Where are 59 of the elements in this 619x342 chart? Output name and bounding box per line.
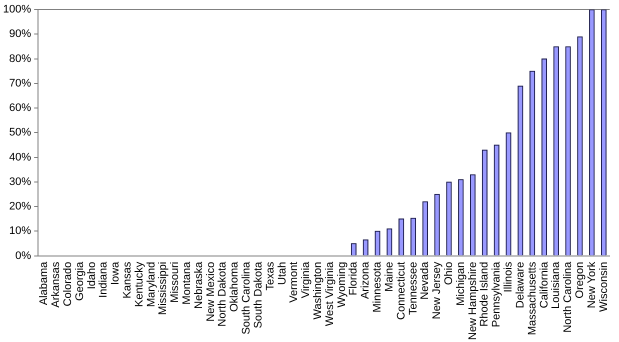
x-tick-label: Georgia — [74, 260, 86, 301]
x-tick-label: Idaho — [86, 262, 98, 290]
x-tick-label: Pennsylvania — [490, 260, 503, 328]
x-tick-label: Montana — [181, 260, 194, 305]
x-tick-label: New Hampshire — [466, 262, 479, 340]
y-tick-label: 80% — [9, 52, 32, 65]
y-tick-label: 50% — [9, 126, 32, 139]
x-tick-label: Illinois — [502, 261, 515, 292]
x-tick-label: Massachusetts — [526, 261, 538, 336]
x-tick-label: Texas — [264, 261, 276, 291]
x-tick-label: Kansas — [121, 261, 134, 298]
x-tick-label: Maine — [383, 262, 396, 292]
x-tick-label: Colorado — [62, 262, 74, 306]
x-tick-label: Michigan — [454, 262, 467, 306]
x-tick-label: Indiana — [98, 260, 110, 298]
x-tick-label: Mississippi — [157, 262, 170, 315]
x-tick-label: Vermont — [288, 262, 300, 303]
x-tick-label: New Mexico — [204, 262, 217, 322]
y-tick-label: 100% — [2, 4, 32, 16]
x-tick-label: Maryland — [145, 262, 158, 308]
y-tick-label: 70% — [9, 77, 32, 90]
x-tick-label: New York — [586, 261, 598, 308]
x-tick-label: New Jersey — [431, 261, 444, 320]
x-tick-label: Nebraska — [192, 260, 205, 309]
x-tick-label: Minnesota — [372, 260, 384, 313]
x-tick-label: Alabama — [38, 260, 50, 306]
y-tick-label: 10% — [9, 225, 32, 238]
x-tick-label: Louisiana — [550, 260, 562, 309]
y-tick-label: 90% — [9, 28, 32, 40]
x-tick-label: Kentucky — [133, 261, 146, 308]
x-tick-label: Delaware — [514, 262, 526, 308]
x-tick-label: California — [538, 260, 550, 308]
x-tick-label: South Carolina — [240, 260, 253, 335]
x-tick-label: Iowa — [110, 260, 122, 286]
y-tick-label: 20% — [9, 200, 32, 213]
x-tick-label: Oklahoma — [228, 260, 241, 312]
y-tick-label: 30% — [9, 176, 32, 188]
x-tick-label: Missouri — [169, 262, 182, 303]
x-tick-label: Nevada — [419, 260, 432, 300]
y-tick-label: 40% — [9, 151, 32, 164]
x-tick-label: Florida — [348, 260, 360, 296]
x-tick-label: Wisconsin — [598, 262, 610, 312]
x-tick-label: Ohio — [443, 262, 455, 286]
x-tick-label: Wyoming — [336, 262, 348, 308]
x-tick-label: Virginia — [300, 260, 312, 298]
x-tick-label: Utah — [276, 262, 288, 286]
x-tick-label: South Dakota — [252, 260, 264, 328]
x-tick-label: Arizona — [360, 260, 372, 300]
x-tick-label: West Virginia — [324, 260, 336, 326]
x-tick-label: North Carolina — [562, 260, 574, 333]
x-tick-label: Washington — [312, 262, 324, 320]
y-tick-label: 0% — [15, 250, 32, 262]
x-tick-label: Oregon — [574, 262, 586, 298]
x-tick-label: Arkansas — [50, 261, 62, 308]
x-tick-label: Rhode Island — [478, 262, 491, 327]
x-tick-label: North Dakota — [216, 260, 229, 327]
x-tick-label: Tennessee — [407, 262, 420, 315]
y-tick-label: 60% — [9, 102, 32, 114]
x-tick-label: Connecticut — [395, 262, 408, 320]
